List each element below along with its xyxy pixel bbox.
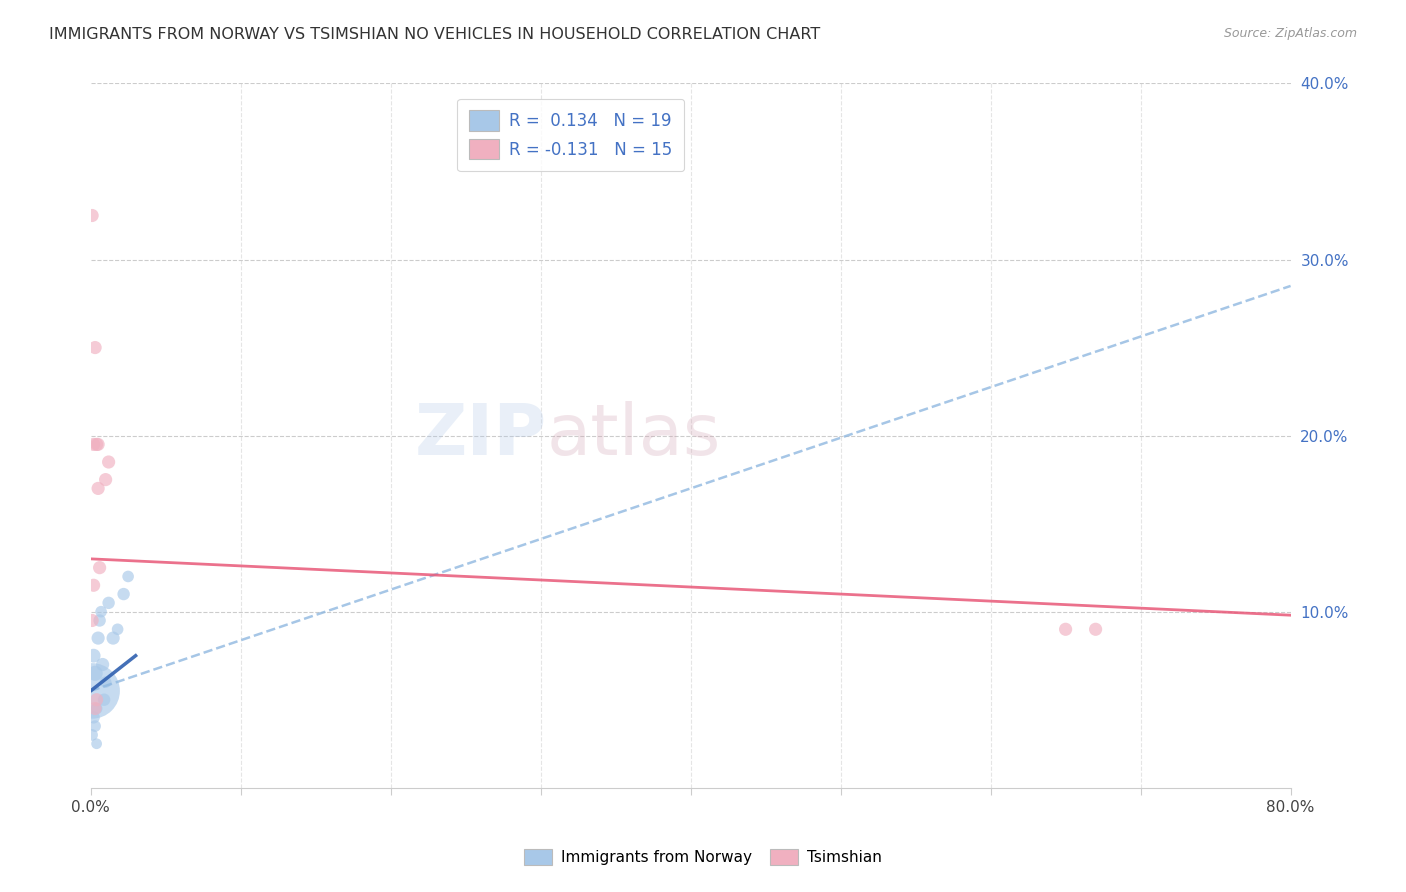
Point	[87, 482, 110, 496]
Point	[107, 622, 129, 636]
Text: atlas: atlas	[547, 401, 721, 470]
Text: IMMIGRANTS FROM NORWAY VS TSIMSHIAN NO VEHICLES IN HOUSEHOLD CORRELATION CHART: IMMIGRANTS FROM NORWAY VS TSIMSHIAN NO V…	[49, 27, 821, 42]
Point	[101, 631, 124, 645]
Point	[84, 701, 107, 715]
Point	[82, 728, 104, 742]
Point	[89, 560, 111, 574]
Point	[87, 631, 110, 645]
Legend: Immigrants from Norway, Tsimshian: Immigrants from Norway, Tsimshian	[519, 843, 887, 871]
Point	[97, 455, 120, 469]
Point	[91, 657, 114, 672]
Point	[84, 666, 107, 681]
Point	[87, 437, 110, 451]
Legend: R =  0.134   N = 19, R = -0.131   N = 15: R = 0.134 N = 19, R = -0.131 N = 15	[457, 99, 683, 171]
Point	[83, 437, 105, 451]
Point	[84, 719, 107, 733]
Point	[84, 341, 107, 355]
Point	[93, 692, 115, 706]
Point	[82, 209, 104, 223]
Point	[86, 692, 108, 706]
Text: ZIP: ZIP	[415, 401, 547, 470]
Point	[94, 675, 117, 690]
Point	[90, 605, 112, 619]
Point	[86, 701, 108, 715]
Point	[117, 569, 139, 583]
Point	[86, 737, 108, 751]
Point	[83, 710, 105, 724]
Point	[1084, 622, 1107, 636]
Point	[86, 437, 108, 451]
Point	[94, 473, 117, 487]
Point	[82, 684, 104, 698]
Point	[89, 614, 111, 628]
Text: Source: ZipAtlas.com: Source: ZipAtlas.com	[1223, 27, 1357, 40]
Point	[112, 587, 135, 601]
Point	[1054, 622, 1077, 636]
Point	[83, 578, 105, 592]
Point	[82, 614, 104, 628]
Point	[97, 596, 120, 610]
Point	[83, 648, 105, 663]
